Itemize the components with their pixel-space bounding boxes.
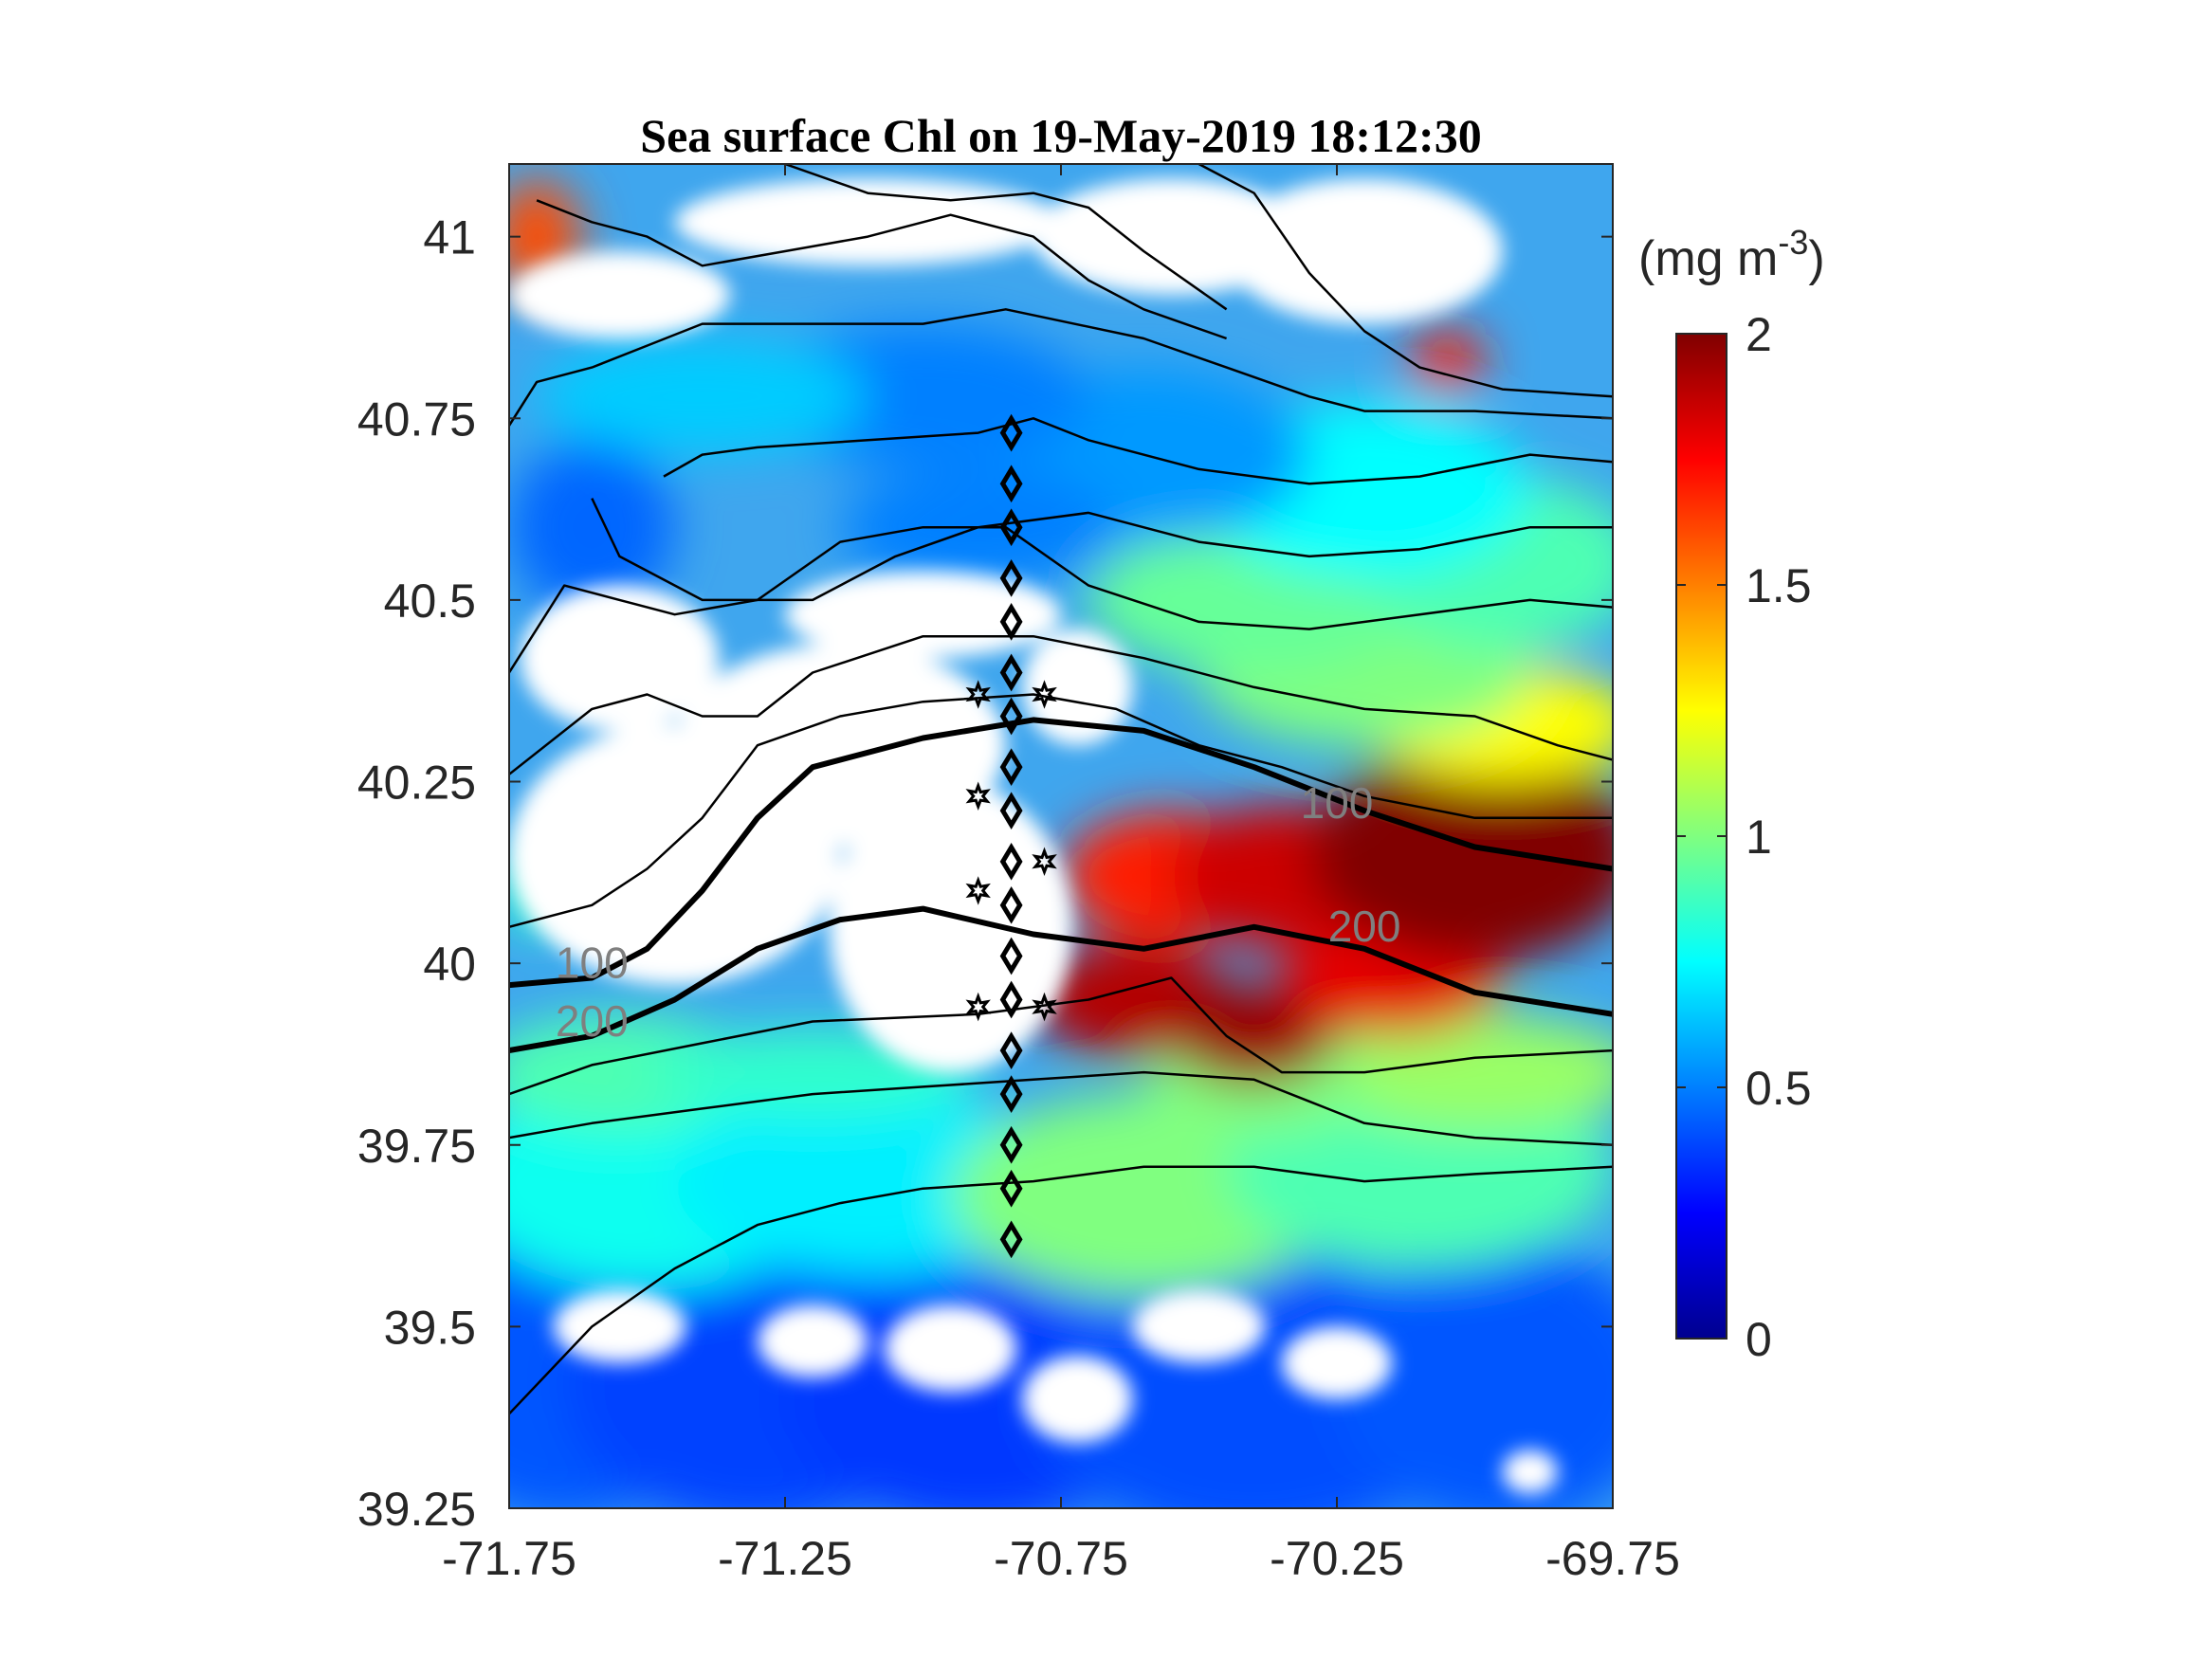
station-diamond-marker bbox=[999, 559, 1023, 597]
cloud-patch bbox=[1022, 1356, 1133, 1444]
isobath-label: 200 bbox=[1328, 902, 1401, 951]
isobath-100m-line bbox=[509, 717, 1613, 989]
colorbar-units-close: ) bbox=[1808, 231, 1824, 286]
colorbar-tick-label: 0.5 bbox=[1746, 1062, 1812, 1115]
station-diamond-marker bbox=[999, 653, 1023, 692]
y-tick-label: 41 bbox=[423, 211, 476, 264]
x-tick-label: -69.75 bbox=[1545, 1532, 1680, 1585]
colorbar-tick-label: 0 bbox=[1746, 1313, 1772, 1366]
cloud-patch bbox=[884, 1304, 1017, 1393]
isobath-labels: 100 200 100 200 bbox=[556, 778, 1401, 1046]
cloud-patch bbox=[553, 1290, 686, 1363]
station-diamond-marker bbox=[999, 1031, 1023, 1069]
station-diamond-marker bbox=[999, 1220, 1023, 1259]
cloud-patch bbox=[785, 571, 1061, 659]
station-diamond-marker bbox=[999, 603, 1023, 641]
x-tick-label: -70.25 bbox=[1270, 1532, 1404, 1585]
chl-patch bbox=[1408, 331, 1487, 390]
y-tick-label: 40 bbox=[423, 938, 476, 991]
colorbar: 0 0.5 1 1.5 2 (mg m-3) bbox=[1638, 223, 1825, 1366]
station-star-marker bbox=[965, 992, 991, 1022]
isobath-thin-line bbox=[591, 498, 1613, 602]
chart-title: Sea surface Chl on 19-May-2019 18:12:30 bbox=[640, 109, 1481, 162]
isobath-label: 100 bbox=[556, 938, 629, 987]
station-diamond-marker bbox=[999, 465, 1023, 503]
cloud-patch bbox=[1281, 1326, 1393, 1400]
isobath-thin-line bbox=[509, 976, 1613, 1096]
station-star-marker bbox=[1032, 680, 1057, 709]
isobath-thin-line bbox=[536, 199, 1228, 340]
x-axis: -71.75 -71.25 -70.75 -70.25 -69.75 bbox=[442, 164, 1680, 1585]
cloud-patch bbox=[829, 781, 1072, 1073]
y-tick-label: 39.25 bbox=[357, 1483, 476, 1536]
isobath-thin-line bbox=[784, 164, 1228, 311]
isobath-thin-line bbox=[509, 308, 1613, 427]
station-star-marker bbox=[1032, 992, 1057, 1022]
isobath-contours bbox=[509, 164, 1613, 1415]
isobath-200m-line bbox=[509, 905, 1613, 1054]
colorbar-units-exponent: -3 bbox=[1778, 223, 1808, 262]
y-tick-label: 40.75 bbox=[357, 392, 476, 446]
station-diamond-marker bbox=[999, 748, 1023, 787]
station-diamond-marker bbox=[999, 508, 1023, 547]
isobath-thin-line bbox=[509, 1070, 1613, 1147]
x-tick-label: -70.75 bbox=[994, 1532, 1128, 1585]
station-diamond-marker bbox=[999, 842, 1023, 881]
station-diamond-marker bbox=[999, 980, 1023, 1019]
cloud-patch bbox=[520, 585, 720, 731]
station-star-marker bbox=[965, 781, 991, 811]
station-diamond-marker bbox=[999, 792, 1023, 830]
isobath-thin-line bbox=[509, 634, 1613, 775]
cloud-patch bbox=[1022, 629, 1133, 746]
y-tick-label: 39.75 bbox=[357, 1120, 476, 1173]
colorbar-tick-label: 1 bbox=[1746, 811, 1772, 864]
station-star-marker bbox=[965, 680, 991, 709]
isobath-thin-line bbox=[509, 525, 1613, 674]
station-diamond-marker bbox=[999, 1075, 1023, 1113]
station-diamond-marker bbox=[999, 1169, 1023, 1208]
station-diamond-marker bbox=[999, 697, 1023, 736]
station-star-marker bbox=[965, 876, 991, 905]
x-tick-label: -71.75 bbox=[442, 1532, 576, 1585]
chl-patch bbox=[509, 440, 675, 615]
chl-patch bbox=[757, 323, 1089, 469]
isobath-label: 100 bbox=[1301, 778, 1374, 828]
station-markers bbox=[965, 413, 1057, 1259]
isobath-thin-line bbox=[663, 417, 1613, 485]
station-diamond-marker bbox=[999, 413, 1023, 452]
station-star-marker bbox=[1032, 847, 1057, 877]
map-area: 100 200 100 200 bbox=[509, 164, 1613, 1508]
cloud-patch bbox=[674, 178, 1061, 266]
colorbar-units: (mg m-3) bbox=[1638, 223, 1825, 286]
cloud-patch bbox=[509, 250, 730, 338]
isobath-thin-line bbox=[509, 693, 1613, 929]
chl-patch bbox=[1337, 1239, 1613, 1508]
isobath-label: 200 bbox=[556, 996, 629, 1046]
chl-patch bbox=[537, 337, 868, 455]
cloud-mask bbox=[509, 178, 1558, 1494]
chl-patch bbox=[1308, 1013, 1613, 1131]
cloud-patch bbox=[1132, 1290, 1266, 1363]
colorbar-units-base: (mg m bbox=[1638, 231, 1778, 286]
colorbar-ticks: 0 0.5 1 1.5 2 bbox=[1676, 308, 1812, 1366]
x-tick-label: -71.25 bbox=[718, 1532, 852, 1585]
station-diamond-marker bbox=[999, 937, 1023, 975]
colorbar-tick-label: 2 bbox=[1746, 308, 1772, 361]
y-tick-label: 40.25 bbox=[357, 757, 476, 810]
y-axis: 39.25 39.5 39.75 40 40.25 40.5 40.75 41 bbox=[357, 211, 1613, 1536]
station-diamond-marker bbox=[999, 885, 1023, 924]
isobath-thin-line bbox=[509, 1165, 1613, 1415]
colorbar-tick-label: 1.5 bbox=[1746, 559, 1812, 612]
cloud-patch bbox=[757, 1304, 868, 1378]
chl-patch bbox=[1171, 985, 1337, 1087]
station-diamond-marker bbox=[999, 1125, 1023, 1164]
cloud-patch bbox=[1502, 1449, 1558, 1494]
isobath-thin-line bbox=[1197, 164, 1613, 398]
cloud-patch bbox=[1226, 178, 1503, 324]
y-tick-label: 39.5 bbox=[384, 1301, 476, 1354]
y-tick-label: 40.5 bbox=[384, 574, 476, 628]
